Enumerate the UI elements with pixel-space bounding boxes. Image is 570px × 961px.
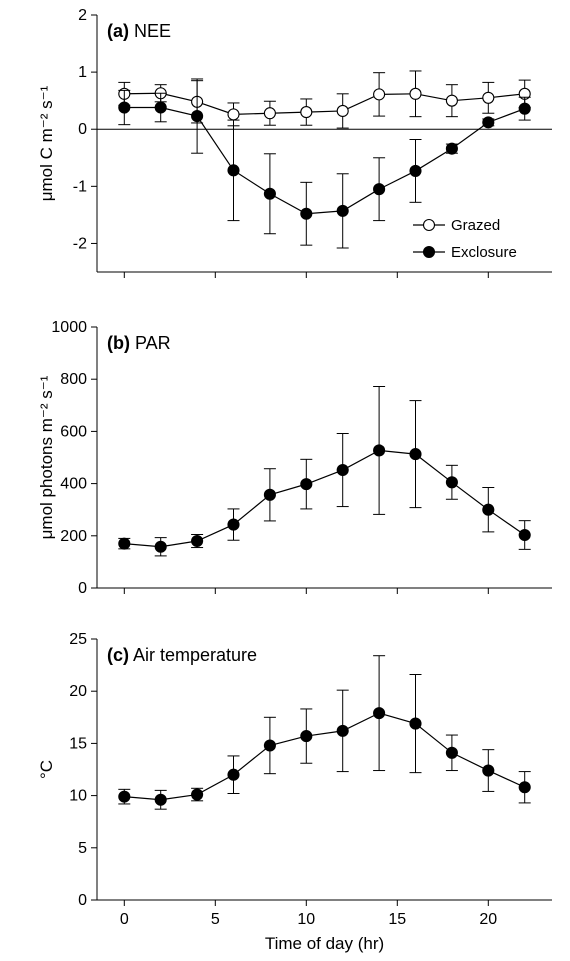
panel-letter: (a) — [107, 21, 129, 41]
y-tick-label: -2 — [73, 235, 87, 252]
data-point — [518, 102, 531, 115]
data-point — [154, 793, 167, 806]
y-tick-label: -1 — [73, 178, 87, 195]
legend-marker — [422, 218, 436, 232]
panel-c: 0 5 10 15 20 25 0 5 10 15 20 (c) Air temperature °C T… — [37, 631, 552, 953]
x-tick-label: 5 — [211, 911, 220, 928]
y-tick-label: 200 — [60, 528, 87, 545]
data-point — [482, 91, 495, 104]
panel-b: 0 200 400 600 800 1000 (b) PAR μmol photons m⁻²… — [37, 319, 552, 597]
data-point — [336, 204, 349, 217]
panel-name: NEE — [129, 21, 171, 41]
x-tick-label: 10 — [297, 911, 315, 928]
series-0 — [118, 655, 531, 810]
data-point — [336, 104, 349, 117]
data-point — [227, 164, 240, 177]
data-point — [227, 108, 240, 121]
legend-marker — [422, 245, 436, 259]
y-tick-label: 0 — [78, 580, 87, 597]
data-point — [191, 534, 204, 548]
y-tick-label: 2 — [78, 7, 87, 24]
data-point — [154, 101, 167, 114]
series-line — [124, 92, 525, 115]
data-point — [336, 463, 349, 477]
y-tick-label: 0 — [78, 121, 87, 138]
y-tick-label: 1 — [78, 64, 87, 81]
y-tick-label: 1000 — [51, 319, 87, 336]
y-tick-label: 400 — [60, 476, 87, 493]
data-point — [518, 781, 531, 794]
x-tick-label: 15 — [388, 911, 406, 928]
panel-title: (a) NEE — [107, 21, 171, 41]
x-tick-label: 20 — [479, 911, 497, 928]
panel-letter: (c) — [107, 645, 129, 665]
data-point — [118, 790, 131, 803]
x-axis-label: Time of day (hr) — [265, 934, 384, 953]
y-axis-label: μmol C m⁻² s⁻¹ — [37, 85, 56, 201]
data-point — [409, 448, 422, 461]
data-point — [373, 707, 386, 720]
data-point — [263, 187, 276, 200]
y-tick-label: 0 — [78, 892, 87, 909]
legend-label: Exclosure — [451, 244, 517, 261]
y-tick-label: 10 — [69, 788, 87, 805]
panel-a: -2 -1 0 1 2 (a) NEE μmol C m⁻² s⁻¹ Grazed Exclos… — [37, 7, 552, 278]
data-point — [409, 717, 422, 730]
legend-label: Grazed — [451, 217, 500, 234]
data-point — [445, 476, 458, 489]
x-tick-label: 0 — [120, 911, 129, 928]
data-point — [482, 503, 495, 516]
data-point — [445, 94, 458, 107]
data-point — [300, 207, 313, 220]
data-point — [409, 164, 422, 177]
data-point — [373, 88, 386, 101]
data-point — [336, 724, 349, 737]
y-tick-label: 600 — [60, 423, 87, 440]
data-point — [227, 518, 240, 531]
series-0 — [118, 386, 531, 557]
panel-title: (c) Air temperature — [107, 645, 257, 665]
y-tick-label: 800 — [60, 371, 87, 388]
y-tick-label: 5 — [78, 840, 87, 857]
series-line — [124, 106, 525, 215]
data-point — [482, 116, 495, 129]
data-point — [300, 106, 313, 119]
data-point — [118, 101, 131, 114]
y-tick-label: 15 — [69, 735, 87, 752]
data-point — [191, 110, 204, 123]
panel-name: PAR — [130, 333, 171, 353]
panel-name: Air temperature — [129, 645, 257, 665]
series-exclosure — [118, 78, 531, 249]
data-point — [373, 444, 386, 457]
data-point — [518, 528, 531, 542]
data-point — [445, 142, 458, 155]
data-point — [263, 107, 276, 120]
data-point — [263, 488, 276, 501]
data-point — [154, 540, 167, 553]
data-point — [373, 183, 386, 196]
series-line — [124, 712, 525, 801]
data-point — [263, 739, 276, 752]
data-point — [409, 87, 422, 100]
data-point — [300, 478, 313, 491]
data-point — [300, 730, 313, 743]
y-tick-label: 25 — [69, 631, 87, 648]
y-tick-label: 20 — [69, 683, 87, 700]
panel-title: (b) PAR — [107, 333, 171, 353]
data-point — [191, 788, 204, 801]
y-axis-label: μmol photons m⁻² s⁻¹ — [37, 375, 56, 539]
data-point — [118, 537, 131, 550]
panel-letter: (b) — [107, 333, 130, 353]
series-line — [124, 449, 526, 548]
legend: Grazed Exclosure — [413, 217, 517, 261]
data-point — [482, 764, 495, 777]
series-grazed — [118, 70, 531, 129]
data-point — [227, 768, 240, 781]
y-axis-label: °C — [37, 760, 56, 779]
data-point — [445, 746, 458, 759]
